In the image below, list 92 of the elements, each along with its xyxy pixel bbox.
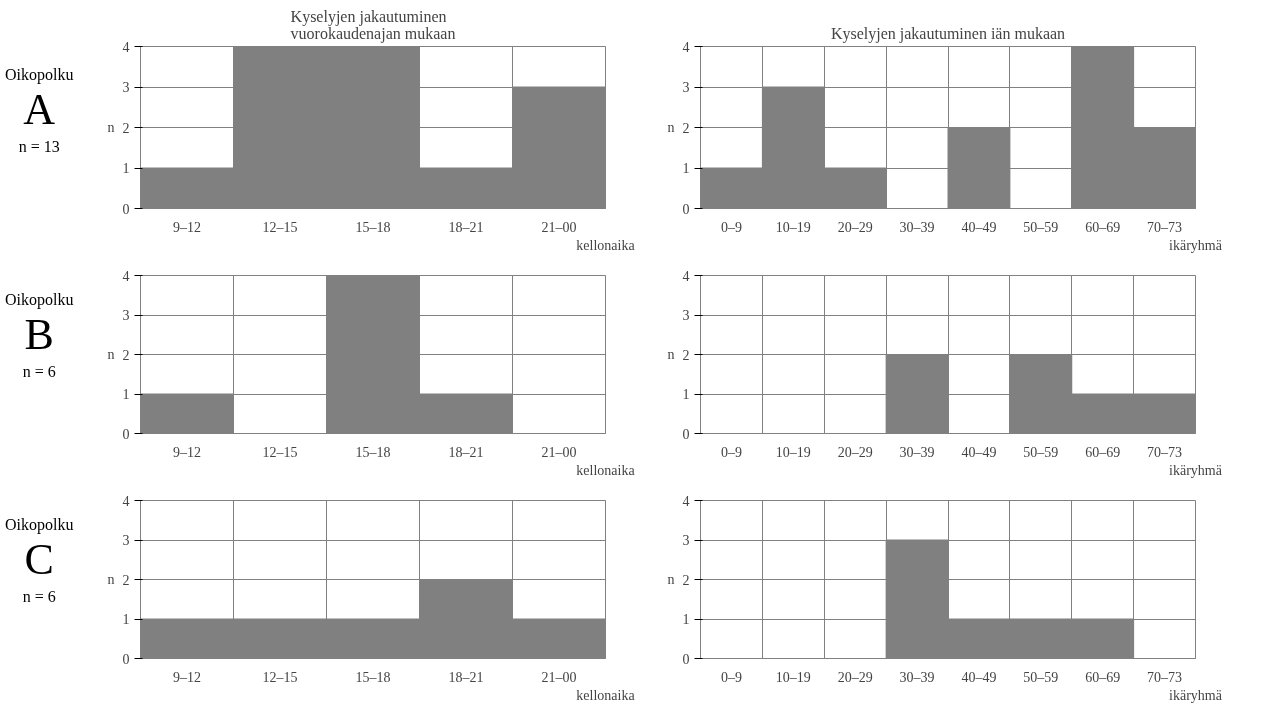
x-tick-label: 12–15 bbox=[262, 444, 298, 460]
x-tick-label: 60–69 bbox=[1085, 669, 1121, 685]
x-tick-label: 40–49 bbox=[961, 444, 997, 460]
y-tick-label: 0 bbox=[122, 201, 130, 217]
text: B bbox=[23, 309, 55, 362]
text: Oikopolku bbox=[5, 515, 74, 535]
y-tick-label: 1 bbox=[682, 161, 690, 176]
x-tick-label: 20–29 bbox=[837, 219, 873, 235]
x-tick-label: 10–19 bbox=[775, 669, 811, 685]
x-tick-label: 18–21 bbox=[448, 669, 484, 685]
x-axis-title: ikäryhmä bbox=[1169, 687, 1223, 703]
y-tick-label: 3 bbox=[122, 308, 130, 323]
y-tick-label: 2 bbox=[682, 572, 690, 588]
x-tick-label: 10–19 bbox=[775, 444, 811, 460]
text: A bbox=[22, 84, 57, 137]
y-tick-label: 0 bbox=[122, 651, 130, 667]
x-tick-label: 70–73 bbox=[1147, 219, 1183, 235]
x-tick-label: 12–15 bbox=[262, 669, 298, 685]
y-tick-label: 3 bbox=[682, 308, 690, 323]
y-tick-label: 0 bbox=[682, 426, 690, 442]
x-tick-label: 15–18 bbox=[355, 669, 391, 685]
x-axis-title: kellonaika bbox=[576, 462, 636, 478]
x-tick-label: 10–19 bbox=[775, 219, 811, 235]
x-tick-label: 40–49 bbox=[961, 219, 997, 235]
y-axis-title: n bbox=[107, 572, 115, 587]
y-tick-label: 4 bbox=[682, 39, 690, 55]
x-tick-label: 70–73 bbox=[1147, 444, 1183, 460]
x-tick-label: 18–21 bbox=[448, 219, 484, 235]
y-tick-label: 3 bbox=[122, 80, 130, 95]
y-axis-title: n bbox=[107, 347, 115, 362]
y-tick-label: 4 bbox=[682, 268, 690, 284]
y-tick-label: 1 bbox=[122, 387, 130, 402]
x-tick-label: 21–00 bbox=[541, 669, 577, 685]
x-tick-label: 0–9 bbox=[720, 219, 742, 235]
x-tick-label: 60–69 bbox=[1085, 444, 1121, 460]
y-tick-label: 4 bbox=[682, 493, 690, 509]
x-tick-label: 0–9 bbox=[720, 444, 742, 460]
x-axis-title: kellonaika bbox=[576, 687, 636, 703]
x-tick-label: 18–21 bbox=[448, 444, 484, 460]
text: n = 6 bbox=[21, 362, 57, 382]
y-tick-label: 2 bbox=[682, 347, 690, 363]
y-tick-label: 0 bbox=[682, 201, 690, 217]
x-tick-label: 70–73 bbox=[1147, 669, 1183, 685]
y-tick-label: 0 bbox=[682, 651, 690, 667]
x-tick-label: 9–12 bbox=[173, 444, 201, 460]
x-tick-label: 9–12 bbox=[173, 219, 201, 235]
chart-title: Kyselyjen jakautuminen vuorokaudenajan mukaan bbox=[290, 7, 456, 43]
y-tick-label: 1 bbox=[122, 612, 130, 627]
x-tick-label: 15–18 bbox=[355, 219, 391, 235]
y-tick-label: 2 bbox=[682, 120, 690, 136]
x-tick-label: 30–39 bbox=[899, 444, 935, 460]
x-tick-label: 30–39 bbox=[899, 219, 935, 235]
y-tick-label: 1 bbox=[682, 387, 690, 402]
y-tick-label: 3 bbox=[122, 533, 130, 548]
y-tick-label: 3 bbox=[682, 533, 690, 548]
x-axis-title: kellonaika bbox=[576, 237, 636, 253]
x-tick-label: 12–15 bbox=[262, 219, 298, 235]
y-axis-title: n bbox=[667, 347, 675, 362]
x-tick-label: 30–39 bbox=[899, 669, 935, 685]
x-tick-label: 15–18 bbox=[355, 444, 391, 460]
x-tick-label: 20–29 bbox=[837, 669, 873, 685]
text: C bbox=[23, 534, 55, 587]
y-axis-title: n bbox=[107, 120, 115, 135]
text: Oikopolku bbox=[5, 65, 74, 85]
y-tick-label: 0 bbox=[122, 426, 130, 442]
x-axis-title: ikäryhmä bbox=[1169, 462, 1223, 478]
y-axis-title: n bbox=[667, 120, 675, 135]
x-tick-label: 50–59 bbox=[1023, 444, 1059, 460]
x-tick-label: 50–59 bbox=[1023, 669, 1059, 685]
x-axis-title: ikäryhmä bbox=[1169, 237, 1223, 253]
x-tick-label: 9–12 bbox=[173, 669, 201, 685]
text: n = 6 bbox=[21, 587, 57, 607]
y-tick-label: 3 bbox=[682, 80, 690, 95]
text: n = 13 bbox=[17, 137, 61, 157]
y-tick-label: 4 bbox=[122, 493, 130, 509]
y-tick-label: 1 bbox=[122, 161, 130, 176]
x-tick-label: 20–29 bbox=[837, 444, 873, 460]
x-tick-label: 21–00 bbox=[541, 219, 577, 235]
y-tick-label: 2 bbox=[122, 120, 130, 136]
x-tick-label: 21–00 bbox=[541, 444, 577, 460]
y-tick-label: 4 bbox=[122, 268, 130, 284]
y-tick-label: 1 bbox=[682, 612, 690, 627]
x-tick-label: 40–49 bbox=[961, 669, 997, 685]
y-tick-label: 2 bbox=[122, 572, 130, 588]
text: Oikopolku bbox=[5, 290, 74, 310]
y-tick-label: 2 bbox=[122, 347, 130, 363]
x-tick-label: 50–59 bbox=[1023, 219, 1059, 235]
chart-title: Kyselyjen jakautuminen iän mukaan bbox=[830, 24, 1066, 43]
x-tick-label: 0–9 bbox=[720, 669, 742, 685]
x-tick-label: 60–69 bbox=[1085, 219, 1121, 235]
y-tick-label: 4 bbox=[122, 39, 130, 55]
y-axis-title: n bbox=[667, 572, 675, 587]
